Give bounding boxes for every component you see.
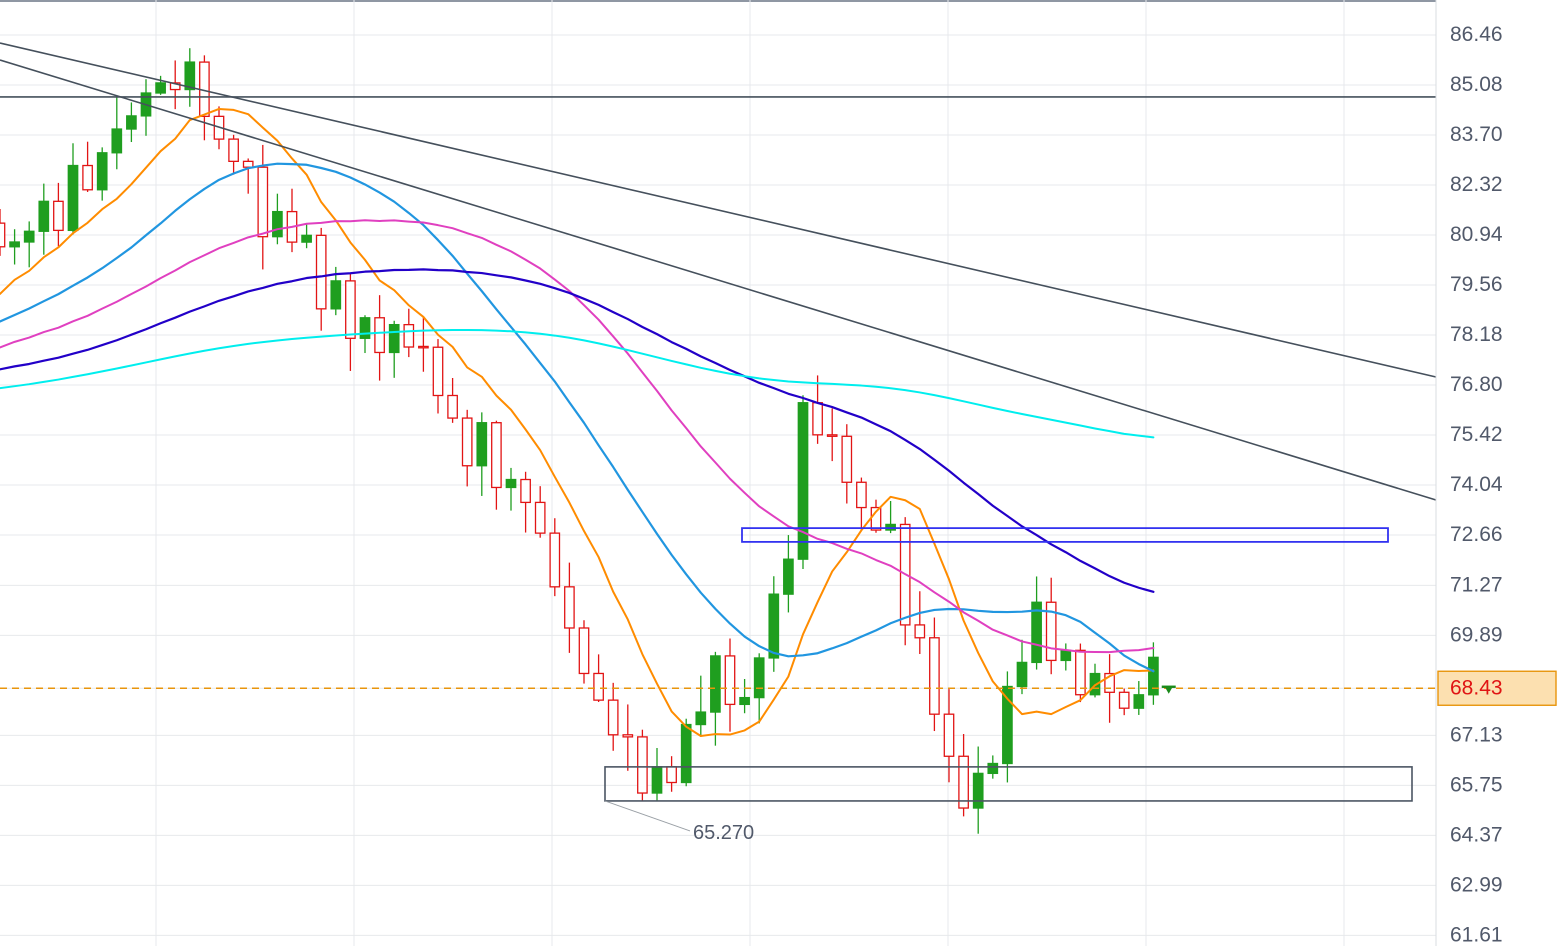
svg-text:61.61: 61.61	[1450, 923, 1503, 946]
svg-text:65.75: 65.75	[1450, 773, 1503, 796]
svg-text:62.99: 62.99	[1450, 873, 1503, 896]
svg-text:71.27: 71.27	[1450, 573, 1503, 596]
svg-text:72.66: 72.66	[1450, 523, 1503, 546]
svg-text:82.32: 82.32	[1450, 173, 1503, 196]
svg-text:64.37: 64.37	[1450, 823, 1503, 846]
svg-text:78.18: 78.18	[1450, 323, 1503, 346]
svg-text:80.94: 80.94	[1450, 223, 1503, 246]
svg-text:74.04: 74.04	[1450, 473, 1503, 496]
svg-text:76.80: 76.80	[1450, 373, 1503, 396]
svg-text:83.70: 83.70	[1450, 123, 1503, 146]
svg-text:85.08: 85.08	[1450, 73, 1503, 96]
svg-text:86.46: 86.46	[1450, 23, 1503, 46]
svg-text:69.89: 69.89	[1450, 623, 1503, 646]
svg-text:65.270: 65.270	[693, 822, 754, 844]
svg-text:79.56: 79.56	[1450, 273, 1503, 296]
svg-text:68.43: 68.43	[1450, 676, 1503, 699]
svg-text:75.42: 75.42	[1450, 423, 1503, 446]
svg-text:67.13: 67.13	[1450, 723, 1503, 746]
